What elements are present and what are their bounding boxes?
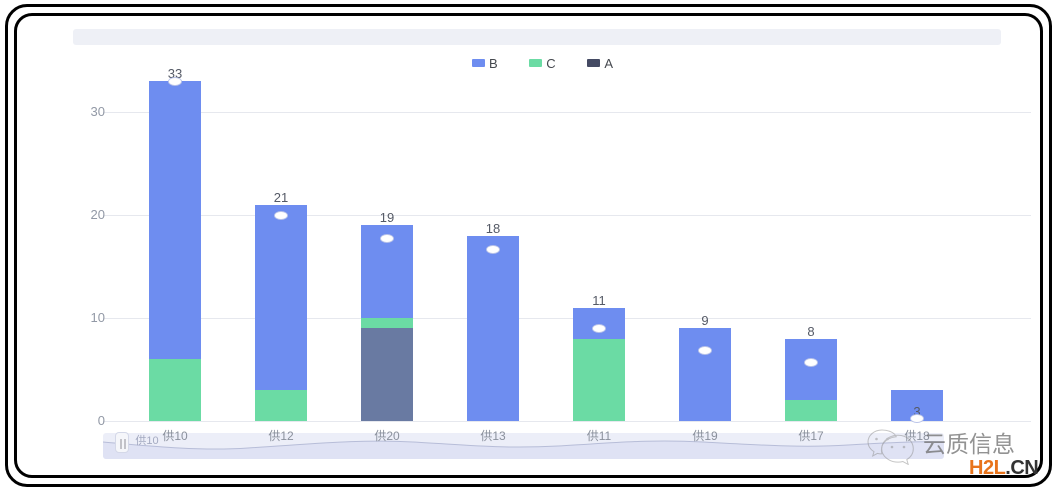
svg-text:云质信息: 云质信息 (923, 431, 1015, 457)
